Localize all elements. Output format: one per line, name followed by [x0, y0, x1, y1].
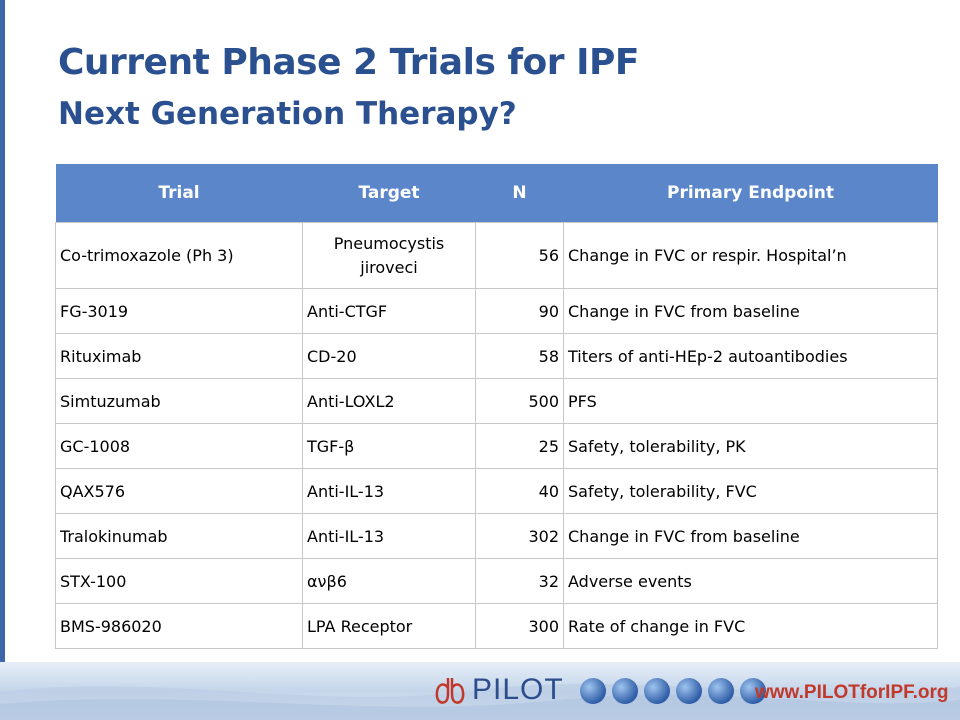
cell-n: 300 [475, 603, 564, 649]
trials-table: Trial Target N Primary Endpoint Co-trimo… [55, 164, 938, 649]
left-accent-bar [0, 0, 5, 720]
table-row: BMS-986020 LPA Receptor 300 Rate of chan… [55, 603, 938, 649]
header-trial: Trial [55, 164, 303, 223]
cell-target: Anti-CTGF [302, 288, 476, 334]
cell-target: Pneumocystis jiroveci [302, 222, 476, 289]
cell-trial: Simtuzumab [55, 378, 303, 424]
cell-trial: Co-trimoxazole (Ph 3) [55, 222, 303, 289]
cell-target: Anti-IL-13 [302, 513, 476, 559]
cell-trial: BMS-986020 [55, 603, 303, 649]
cell-trial: FG-3019 [55, 288, 303, 334]
table-row: FG-3019 Anti-CTGF 90 Change in FVC from … [55, 288, 938, 334]
header-n: N [475, 164, 564, 223]
globe-row [580, 678, 766, 704]
slide-title: Current Phase 2 Trials for IPF [58, 42, 639, 83]
table-header-row: Trial Target N Primary Endpoint [55, 164, 938, 223]
cell-endpoint: PFS [563, 378, 938, 424]
globe-icon [676, 678, 702, 704]
cell-target: LPA Receptor [302, 603, 476, 649]
globe-icon [708, 678, 734, 704]
cell-n: 90 [475, 288, 564, 334]
table-row: STX-100 ανβ6 32 Adverse events [55, 558, 938, 604]
cell-endpoint: Change in FVC or respir. Hospital’n [563, 222, 938, 289]
table-row: Rituximab CD-20 58 Titers of anti-HEp-2 … [55, 333, 938, 379]
cell-endpoint: Adverse events [563, 558, 938, 604]
header-target: Target [302, 164, 476, 223]
pilot-logo: PILOT [432, 672, 564, 708]
table-row: Co-trimoxazole (Ph 3) Pneumocystis jirov… [55, 222, 938, 289]
cell-n: 58 [475, 333, 564, 379]
cell-n: 32 [475, 558, 564, 604]
cell-trial: Rituximab [55, 333, 303, 379]
slide-subtitle: Next Generation Therapy? [58, 96, 517, 132]
cell-target: Anti-LOXL2 [302, 378, 476, 424]
table-row: GC-1008 TGF-β 25 Safety, tolerability, P… [55, 423, 938, 469]
globe-icon [740, 678, 766, 704]
lungs-icon [435, 678, 465, 704]
cell-n: 25 [475, 423, 564, 469]
table-row: QAX576 Anti-IL-13 40 Safety, tolerabilit… [55, 468, 938, 514]
globe-icon [612, 678, 638, 704]
globe-icon [580, 678, 606, 704]
cell-endpoint: Titers of anti-HEp-2 autoantibodies [563, 333, 938, 379]
header-primary-endpoint: Primary Endpoint [563, 164, 938, 223]
cell-endpoint: Safety, tolerability, PK [563, 423, 938, 469]
logo-text: PILOT [472, 673, 564, 706]
cell-endpoint: Rate of change in FVC [563, 603, 938, 649]
cell-n: 56 [475, 222, 564, 289]
cell-endpoint: Change in FVC from baseline [563, 513, 938, 559]
cell-trial: Tralokinumab [55, 513, 303, 559]
cell-target: ανβ6 [302, 558, 476, 604]
cell-trial: STX-100 [55, 558, 303, 604]
website-link[interactable]: www.PILOTforIPF.org [755, 682, 949, 703]
cell-target: CD-20 [302, 333, 476, 379]
globe-icon [644, 678, 670, 704]
cell-trial: QAX576 [55, 468, 303, 514]
table-row: Simtuzumab Anti-LOXL2 500 PFS [55, 378, 938, 424]
cell-n: 302 [475, 513, 564, 559]
cell-target: TGF-β [302, 423, 476, 469]
cell-target: Anti-IL-13 [302, 468, 476, 514]
cell-n: 500 [475, 378, 564, 424]
cell-endpoint: Change in FVC from baseline [563, 288, 938, 334]
table-row: Tralokinumab Anti-IL-13 302 Change in FV… [55, 513, 938, 559]
cell-trial: GC-1008 [55, 423, 303, 469]
cell-n: 40 [475, 468, 564, 514]
cell-endpoint: Safety, tolerability, FVC [563, 468, 938, 514]
